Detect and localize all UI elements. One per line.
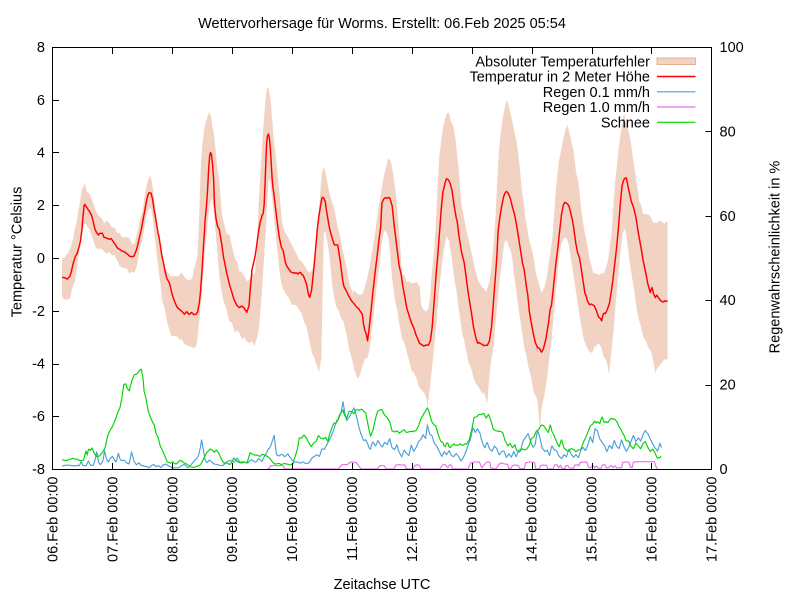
svg-text:-4: -4	[32, 357, 45, 373]
svg-text:Regenwahrscheinlichkeit in %: Regenwahrscheinlichkeit in %	[768, 161, 784, 354]
svg-text:06.Feb 00:00: 06.Feb 00:00	[46, 477, 62, 562]
svg-text:Schnee: Schnee	[601, 115, 650, 131]
svg-text:8: 8	[37, 40, 45, 56]
svg-text:80: 80	[720, 124, 736, 140]
svg-text:-8: -8	[32, 462, 45, 478]
svg-text:15.Feb 00:00: 15.Feb 00:00	[585, 477, 601, 562]
svg-text:Temperatur °Celsius: Temperatur °Celsius	[10, 187, 26, 318]
svg-text:4: 4	[37, 146, 45, 162]
svg-text:09.Feb 00:00: 09.Feb 00:00	[225, 477, 241, 562]
svg-text:2: 2	[37, 198, 45, 214]
svg-text:08.Feb 00:00: 08.Feb 00:00	[165, 477, 181, 562]
svg-text:6: 6	[37, 93, 45, 109]
svg-text:10.Feb 00:00: 10.Feb 00:00	[285, 477, 301, 562]
svg-text:14.Feb 00:00: 14.Feb 00:00	[525, 477, 541, 562]
svg-text:Regen 0.1 mm/h: Regen 0.1 mm/h	[543, 85, 650, 101]
svg-text:-2: -2	[32, 304, 45, 320]
svg-text:13.Feb 00:00: 13.Feb 00:00	[465, 477, 481, 562]
svg-text:Temperatur in 2 Meter Höhe: Temperatur in 2 Meter Höhe	[469, 70, 650, 86]
svg-text:12.Feb 00:00: 12.Feb 00:00	[405, 477, 421, 562]
svg-text:Zeitachse UTC: Zeitachse UTC	[334, 577, 431, 593]
svg-text:20: 20	[720, 378, 736, 394]
svg-text:-6: -6	[32, 409, 45, 425]
svg-text:0: 0	[37, 251, 45, 267]
svg-text:11.Feb 00:00: 11.Feb 00:00	[345, 477, 361, 561]
svg-text:07.Feb 00:00: 07.Feb 00:00	[105, 477, 121, 562]
svg-text:0: 0	[720, 462, 728, 478]
svg-text:Wettervorhersage für Worms. Er: Wettervorhersage für Worms. Erstellt: 06…	[198, 16, 566, 32]
svg-text:16.Feb 00:00: 16.Feb 00:00	[644, 477, 660, 562]
svg-text:60: 60	[720, 209, 736, 225]
svg-text:Absoluter Temperaturfehler: Absoluter Temperaturfehler	[475, 54, 650, 70]
svg-text:Regen 1.0 mm/h: Regen 1.0 mm/h	[543, 100, 650, 116]
svg-text:17.Feb 00:00: 17.Feb 00:00	[704, 477, 720, 562]
svg-text:40: 40	[720, 293, 736, 309]
svg-text:100: 100	[720, 40, 744, 56]
